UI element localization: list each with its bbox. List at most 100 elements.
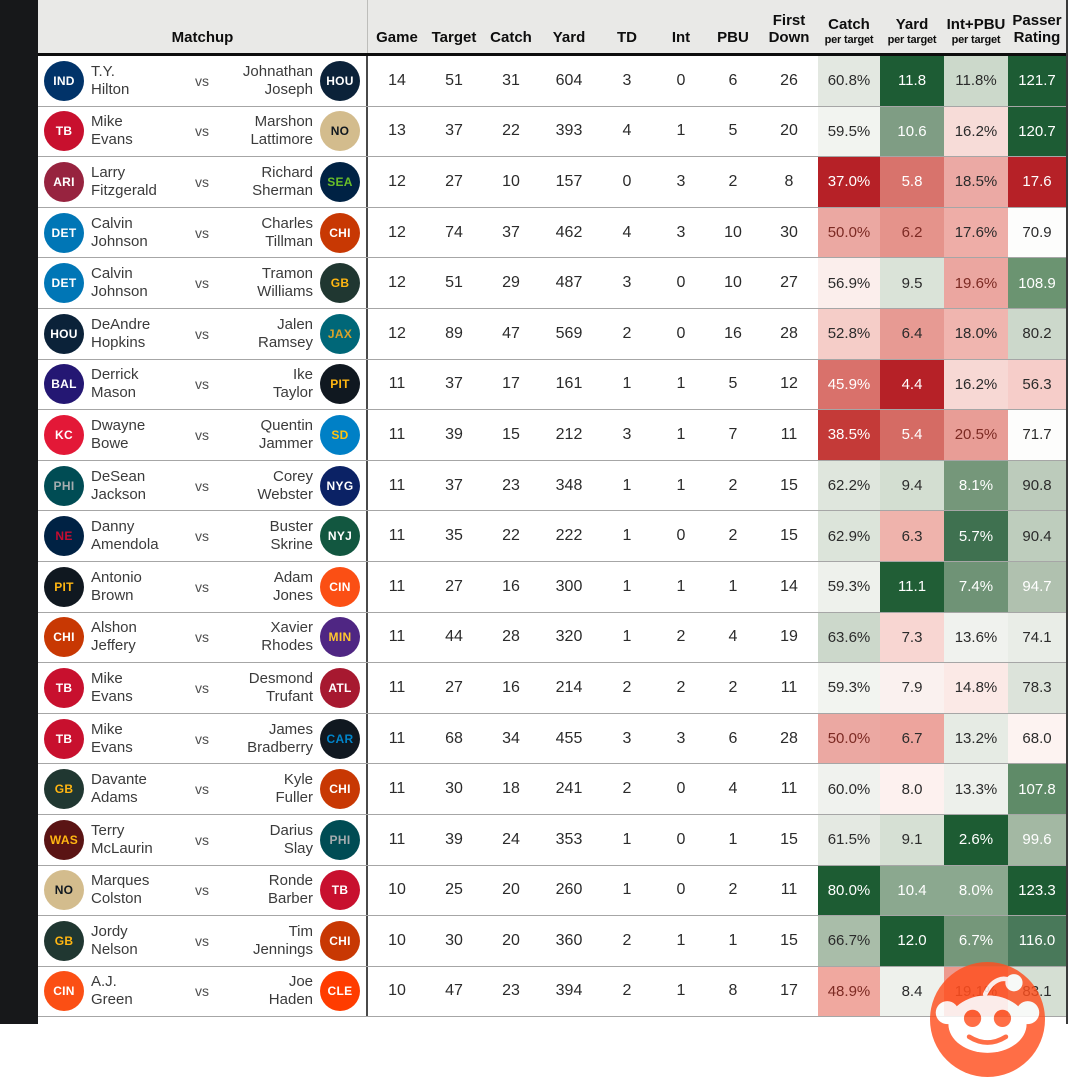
- table-row: DET Calvin Johnson vs Tramon Williams GB…: [38, 258, 1066, 309]
- player-name: A.J. Green: [91, 973, 133, 1009]
- target-value: 30: [445, 780, 463, 798]
- matchup-stats-table: Matchup Game Target Catch Yard TD Int PB…: [38, 0, 1068, 1024]
- td-value: 2: [622, 324, 632, 342]
- catch-value: 20: [502, 931, 520, 949]
- game-value: 13: [388, 122, 406, 140]
- game-value: 10: [388, 931, 406, 949]
- int-pbu-per-target-value: 2.6%: [944, 814, 1008, 865]
- defender-name: Corey Webster: [257, 467, 313, 503]
- defender-name: Tim Jennings: [252, 922, 313, 958]
- catch-per-target-value: 38.5%: [818, 410, 880, 460]
- td-value: 3: [622, 729, 632, 747]
- bears-logo-icon: CHI: [320, 920, 360, 961]
- player-name: Derrick Mason: [91, 366, 139, 402]
- lions-logo-icon: DET: [44, 263, 84, 304]
- column-header-line2: Down: [768, 29, 810, 47]
- int-value: 1: [676, 425, 686, 443]
- column-header-line1: First: [772, 11, 806, 29]
- catch-value: 31: [502, 71, 520, 89]
- int-pbu-per-target-value: 18.0%: [944, 308, 1008, 359]
- catch-per-target-value: 80.0%: [818, 865, 880, 916]
- catch-per-target-value: 48.9%: [818, 966, 880, 1017]
- pbu-value: 2: [728, 476, 738, 494]
- pbu-value: 2: [728, 527, 738, 545]
- td-value: 4: [622, 223, 632, 241]
- yard-value: 353: [555, 830, 583, 848]
- column-header-target: Target: [426, 0, 482, 53]
- yard-value: 157: [555, 172, 583, 190]
- catch-per-target-value: 59.5%: [818, 106, 880, 157]
- target-value: 74: [445, 223, 463, 241]
- yard-value: 455: [555, 729, 583, 747]
- td-value: 1: [622, 527, 632, 545]
- pbu-value: 4: [728, 628, 738, 646]
- td-value: 4: [622, 122, 632, 140]
- column-header-line2: Matchup: [171, 29, 234, 47]
- vs-label: vs: [195, 173, 209, 190]
- first-down-value: 30: [780, 223, 798, 241]
- column-header-line2: Int: [671, 29, 691, 47]
- matchup-cell: CHI Alshon Jeffery vs Xavier Rhodes MIN: [38, 612, 368, 663]
- catch-value: 22: [502, 122, 520, 140]
- vs-label: vs: [195, 224, 209, 241]
- washington-logo-icon: WAS: [44, 819, 84, 860]
- buccaneers-logo-icon: TB: [320, 870, 360, 911]
- yard-per-target-value: 6.2: [880, 207, 944, 258]
- matchup-cell: PIT Antonio Brown vs Adam Jones CIN: [38, 561, 368, 612]
- defender-name: Tramon Williams: [257, 265, 313, 301]
- texans-logo-icon: HOU: [320, 60, 360, 101]
- defender-name: Marshon Lattimore: [250, 113, 313, 149]
- target-value: 27: [445, 172, 463, 190]
- yard-per-target-value: 9.5: [880, 258, 944, 308]
- td-value: 2: [622, 678, 632, 696]
- column-header-matchup: Matchup: [38, 0, 368, 53]
- bears-logo-icon: CHI: [320, 769, 360, 810]
- table-row: TB Mike Evans vs James Bradberry CAR 11 …: [38, 713, 1066, 765]
- defender-name: James Bradberry: [247, 720, 313, 756]
- yard-value: 300: [555, 577, 583, 595]
- target-value: 35: [445, 527, 463, 545]
- defender-name: Johnathan Joseph: [242, 62, 313, 98]
- td-value: 2: [622, 982, 632, 1000]
- seahawks-logo-icon: SEA: [320, 161, 360, 202]
- yard-per-target-value: 6.3: [880, 511, 944, 561]
- vs-label: vs: [195, 831, 209, 848]
- vs-label: vs: [195, 730, 209, 747]
- yard-value: 569: [555, 324, 583, 342]
- matchup-cell: IND T.Y. Hilton vs Johnathan Joseph HOU: [38, 56, 368, 106]
- table-row: GB Davante Adams vs Kyle Fuller CHI 11 3…: [38, 764, 1066, 815]
- player-name: Antonio Brown: [91, 568, 142, 604]
- saints-logo-icon: NO: [44, 870, 84, 911]
- yard-value: 214: [555, 678, 583, 696]
- yard-value: 394: [555, 982, 583, 1000]
- first-down-value: 26: [780, 71, 798, 89]
- table-row: CIN A.J. Green vs Joe Haden CLE 10 47 23…: [38, 966, 1066, 1018]
- int-value: 0: [676, 71, 686, 89]
- reddit-watermark-icon: [930, 962, 1045, 1077]
- passer-rating-value: 116.0: [1008, 916, 1066, 966]
- td-value: 2: [622, 780, 632, 798]
- yard-value: 241: [555, 780, 583, 798]
- int-value: 3: [676, 729, 686, 747]
- buccaneers-logo-icon: TB: [44, 718, 84, 759]
- matchup-cell: WAS Terry McLaurin vs Darius Slay PHI: [38, 814, 368, 865]
- catch-per-target-value: 45.9%: [818, 359, 880, 410]
- matchup-cell: NE Danny Amendola vs Buster Skrine NYJ: [38, 511, 368, 561]
- player-name: Calvin Johnson: [91, 214, 148, 250]
- int-pbu-per-target-value: 7.4%: [944, 561, 1008, 612]
- td-value: 1: [622, 577, 632, 595]
- column-header-int-pbu-per-target: Int+PBU per target: [944, 0, 1008, 53]
- int-value: 0: [676, 780, 686, 798]
- pbu-value: 8: [728, 982, 738, 1000]
- pbu-value: 2: [728, 678, 738, 696]
- yard-value: 348: [555, 476, 583, 494]
- player-name: Mike Evans: [91, 720, 133, 756]
- player-name: Danny Amendola: [91, 518, 159, 554]
- target-value: 27: [445, 678, 463, 696]
- pbu-value: 10: [724, 274, 742, 292]
- first-down-value: 12: [780, 375, 798, 393]
- game-value: 11: [388, 577, 406, 595]
- pbu-value: 5: [728, 122, 738, 140]
- table-row: KC Dwayne Bowe vs Quentin Jammer SD 11 3…: [38, 410, 1066, 461]
